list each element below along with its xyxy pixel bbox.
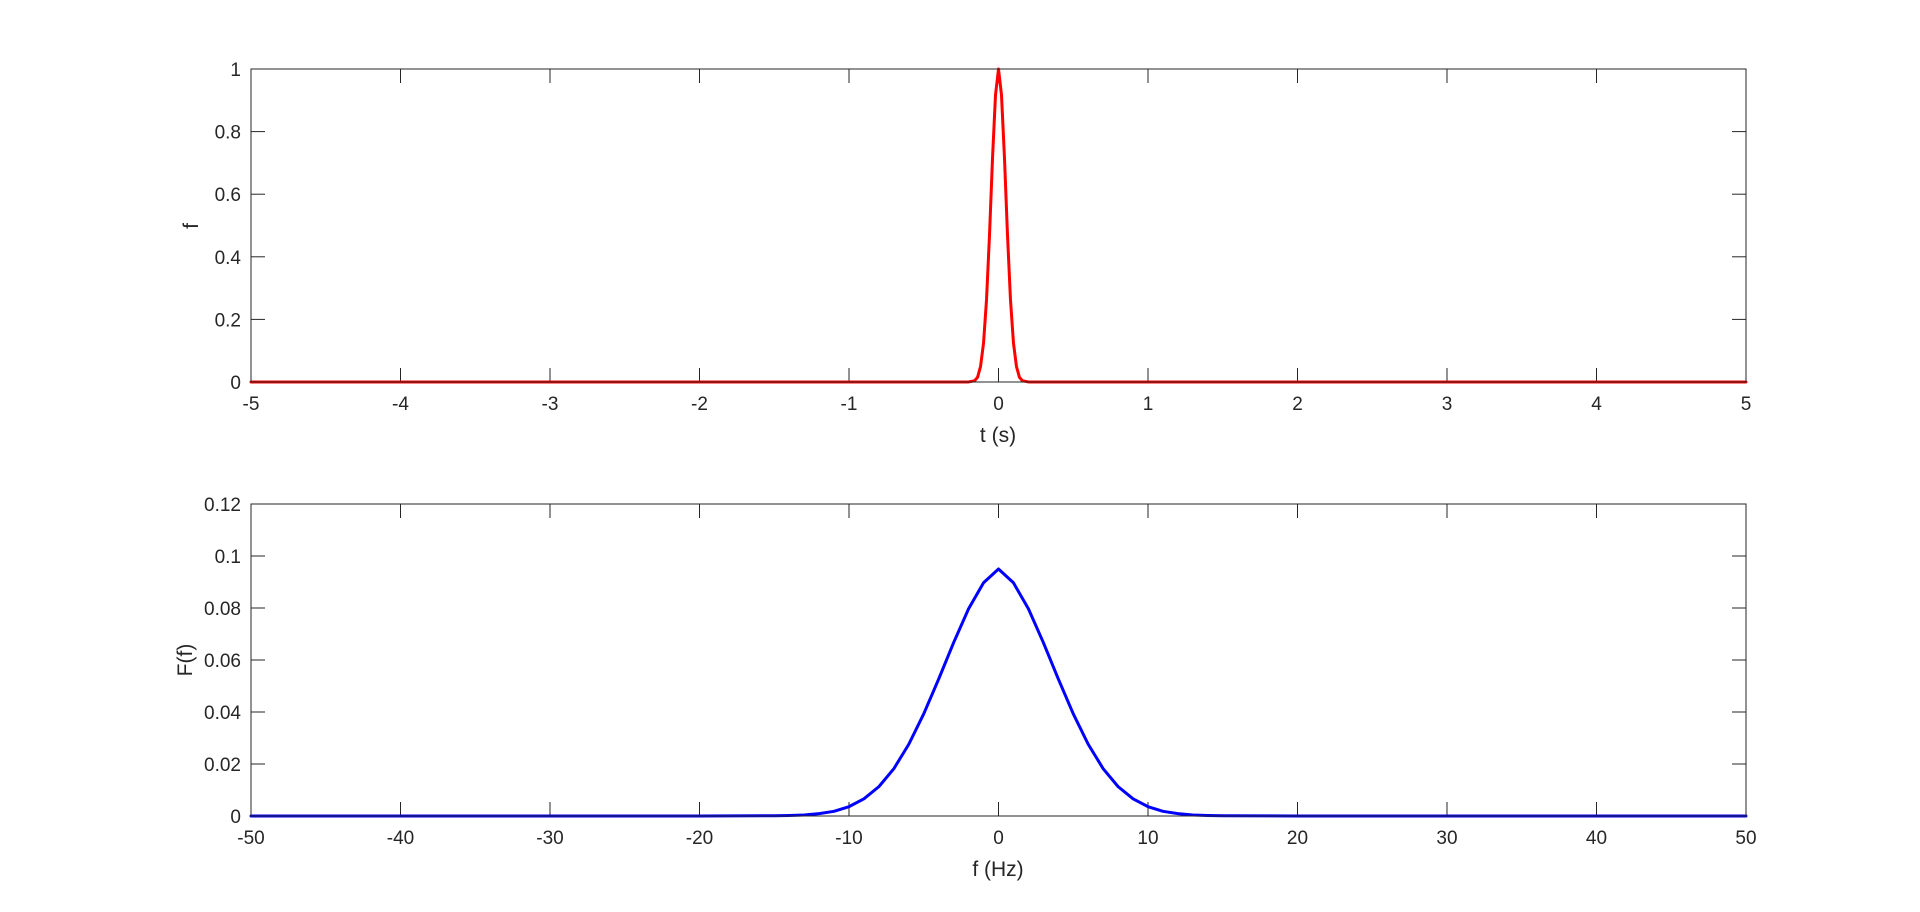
time-ytick-label: 0.4 — [215, 248, 242, 269]
time-xtick-label: 2 — [1292, 394, 1303, 415]
time-ytick-label: 0.6 — [215, 185, 241, 206]
time-xtick-label: -5 — [243, 394, 260, 415]
time-plot-xlabel: t (s) — [980, 424, 1016, 447]
frequency-ytick-label: 0.12 — [204, 495, 241, 516]
time-plot-tick-labels: -5 -4 -3 -2 -1 0 1 2 3 4 5 0 0.2 0.4 0.6 0.8 1 — [215, 60, 1752, 415]
frequency-xtick-label: -30 — [536, 828, 563, 849]
frequency-xtick-label: 30 — [1436, 828, 1457, 849]
time-plot-frame — [250, 68, 1747, 383]
frequency-ytick-label: 0.04 — [204, 703, 241, 724]
frequency-xtick-label: -20 — [686, 828, 713, 849]
time-ytick-label: 0.8 — [215, 123, 241, 144]
frequency-xtick-label: 10 — [1137, 828, 1158, 849]
frequency-xtick-label: 50 — [1735, 828, 1756, 849]
frequency-ytick-label: 0.08 — [204, 599, 241, 620]
time-ytick-label: 1 — [230, 60, 241, 81]
time-ytick-label: 0.2 — [215, 310, 241, 331]
time-xtick-label: 5 — [1741, 394, 1752, 415]
time-xtick-label: -1 — [841, 394, 858, 415]
frequency-ytick-label: 0 — [230, 807, 241, 828]
time-plot-area — [251, 69, 1746, 382]
frequency-xtick-label: 20 — [1287, 828, 1308, 849]
time-plot-ylabel: f — [180, 223, 203, 229]
frequency-xtick-label: 40 — [1586, 828, 1607, 849]
frequency-xtick-label: -10 — [835, 828, 862, 849]
frequency-xtick-label: -40 — [387, 828, 414, 849]
frequency-xtick-label: -50 — [237, 828, 264, 849]
frequency-plot-xlabel: f (Hz) — [972, 858, 1023, 881]
time-xtick-label: 4 — [1591, 394, 1602, 415]
time-xtick-label: 3 — [1442, 394, 1453, 415]
frequency-plot-tick-labels: -50 -40 -30 -20 -10 0 10 20 30 40 50 0 0.02 0.04 0.06 0… — [204, 495, 1757, 849]
frequency-series-line — [249, 567, 1748, 818]
frequency-ytick-label: 0.06 — [204, 651, 241, 672]
time-xtick-label: 1 — [1143, 394, 1154, 415]
frequency-domain-plot: -50 -40 -30 -20 -10 0 10 20 30 40 50 0 0.02 0.04 0.06 0… — [174, 495, 1757, 881]
frequency-plot-frame — [250, 503, 1747, 817]
frequency-plot-lines — [249, 567, 1748, 818]
time-domain-plot: -5 -4 -3 -2 -1 0 1 2 3 4 5 0 0.2 0.4 0.6 0.8 1 t (s) f — [180, 60, 1751, 447]
frequency-xtick-label: 0 — [993, 828, 1004, 849]
time-xtick-label: -2 — [691, 394, 708, 415]
frequency-ytick-label: 0.02 — [204, 755, 241, 776]
time-ytick-label: 0 — [230, 373, 241, 394]
frequency-plot-area — [251, 504, 1746, 816]
time-xtick-label: 0 — [993, 394, 1004, 415]
time-xtick-label: -4 — [392, 394, 409, 415]
frequency-plot-ylabel: F(f) — [174, 644, 197, 677]
frequency-ytick-label: 0.1 — [215, 547, 241, 568]
time-xtick-label: -3 — [542, 394, 559, 415]
